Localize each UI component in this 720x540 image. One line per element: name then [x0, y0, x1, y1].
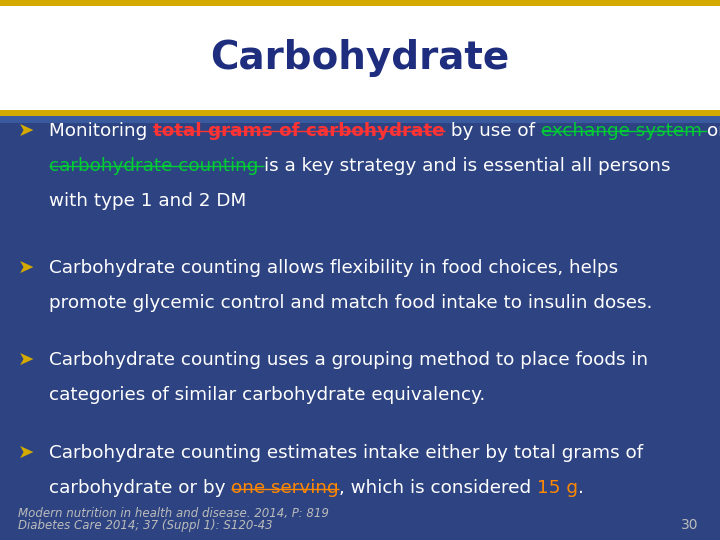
- Text: with type 1 and 2 DM: with type 1 and 2 DM: [49, 192, 246, 210]
- Text: Carbohydrate counting allows flexibility in food choices, helps: Carbohydrate counting allows flexibility…: [49, 259, 618, 277]
- Bar: [0, 116, 720, 123]
- Text: , which is considered: , which is considered: [339, 479, 537, 497]
- Bar: [0, 110, 720, 116]
- Text: Carbohydrate: Carbohydrate: [210, 39, 510, 77]
- Text: categories of similar carbohydrate equivalency.: categories of similar carbohydrate equiv…: [49, 386, 485, 404]
- Text: one serving: one serving: [231, 479, 339, 497]
- Text: ➤: ➤: [18, 351, 35, 370]
- Text: promote glycemic control and match food intake to insulin doses.: promote glycemic control and match food …: [49, 294, 652, 312]
- Text: Carbohydrate counting uses a grouping method to place foods in: Carbohydrate counting uses a grouping me…: [49, 351, 648, 369]
- Text: total grams of carbohydrate: total grams of carbohydrate: [153, 122, 445, 139]
- Text: carbohydrate or by: carbohydrate or by: [49, 479, 231, 497]
- Text: 30: 30: [681, 518, 698, 532]
- Text: ➤: ➤: [18, 444, 35, 463]
- Text: carbohydrate counting: carbohydrate counting: [49, 157, 264, 174]
- Text: ➤: ➤: [18, 122, 35, 140]
- Text: Modern nutrition in health and disease. 2014, P: 819: Modern nutrition in health and disease. …: [18, 507, 329, 519]
- Text: by use of: by use of: [445, 122, 541, 139]
- Bar: [0, 0, 720, 6]
- Bar: [0, 6, 720, 110]
- Text: or: or: [708, 122, 720, 139]
- Text: Carbohydrate counting estimates intake either by total grams of: Carbohydrate counting estimates intake e…: [49, 444, 643, 462]
- Text: .: .: [578, 479, 584, 497]
- Text: exchange system: exchange system: [541, 122, 708, 139]
- Text: Diabetes Care 2014; 37 (Suppl 1): S120-43: Diabetes Care 2014; 37 (Suppl 1): S120-4…: [18, 519, 273, 532]
- Text: ➤: ➤: [18, 259, 35, 278]
- Text: Monitoring: Monitoring: [49, 122, 153, 139]
- Text: is a key strategy and is essential all persons: is a key strategy and is essential all p…: [264, 157, 671, 174]
- Text: 15 g: 15 g: [537, 479, 578, 497]
